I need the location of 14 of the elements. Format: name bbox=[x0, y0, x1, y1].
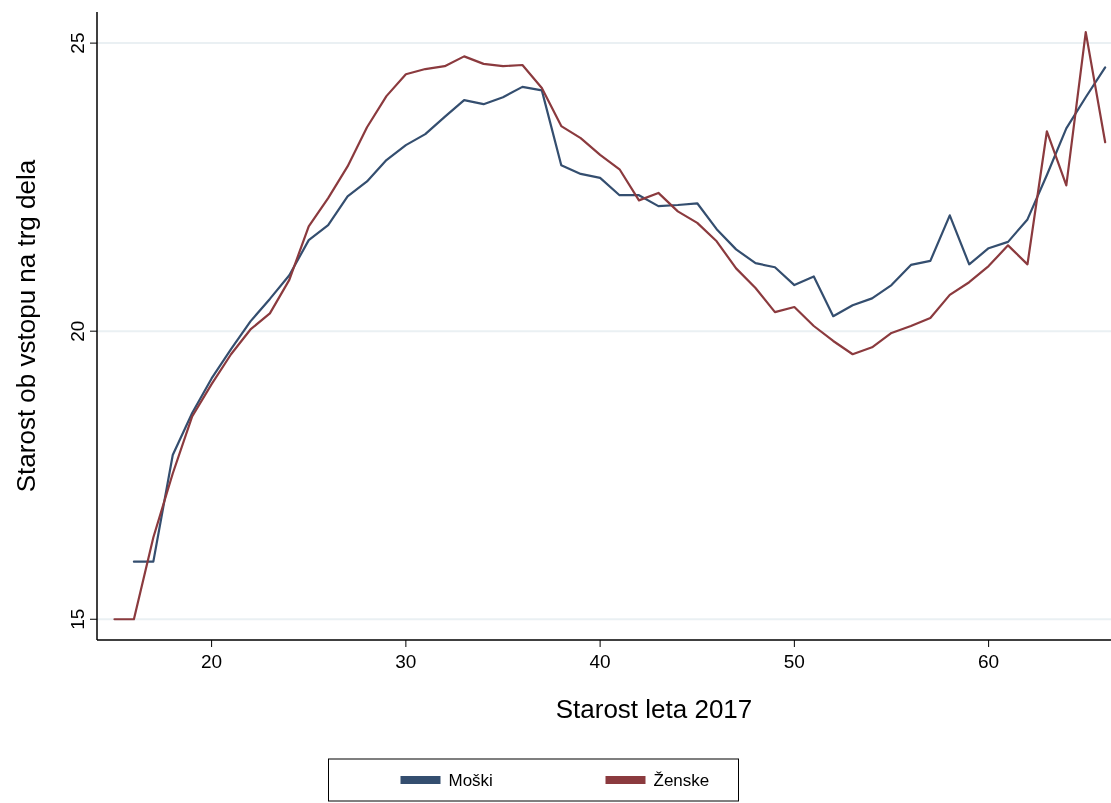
line-series bbox=[132, 66, 1107, 563]
y-axis-title: Starost ob vstopu na trg dela bbox=[11, 159, 41, 493]
x-tick-label: 60 bbox=[978, 651, 1000, 672]
y-tick-label: 15 bbox=[67, 608, 88, 630]
x-tick-label: 40 bbox=[589, 651, 611, 672]
y-tick-label: 20 bbox=[67, 320, 88, 342]
y-tick-label: 25 bbox=[67, 32, 88, 54]
line-series bbox=[113, 31, 1107, 621]
legend-label: Moški bbox=[448, 771, 493, 790]
x-tick-label: 50 bbox=[783, 651, 805, 672]
x-tick-label: 30 bbox=[395, 651, 417, 672]
x-tick-label: 20 bbox=[201, 651, 223, 672]
legend-label: Ženske bbox=[653, 771, 710, 790]
x-axis-title: Starost leta 2017 bbox=[555, 694, 753, 724]
